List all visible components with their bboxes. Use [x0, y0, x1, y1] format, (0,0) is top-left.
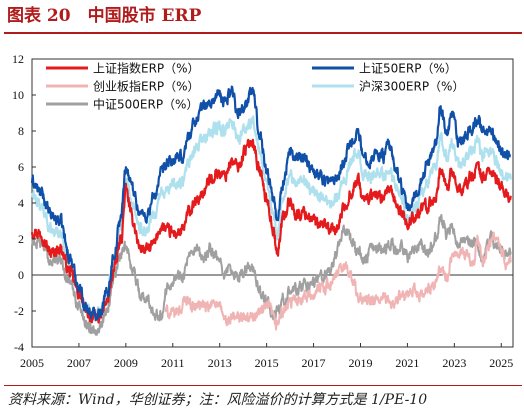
x-tick-label: 2005 [20, 356, 44, 370]
x-tick-label: 2021 [395, 356, 419, 370]
legend-label-5: 中证500ERP（%） [93, 97, 198, 112]
x-tick-label: 2019 [348, 356, 372, 370]
x-tick-label: 2015 [255, 356, 279, 370]
x-tick-label: 2011 [161, 356, 185, 370]
title-rule [4, 32, 522, 34]
series-lines [30, 85, 512, 336]
x-tick-label: 2007 [67, 356, 91, 370]
x-tick-label: 2013 [208, 356, 232, 370]
y-tick-label: 10 [12, 88, 24, 102]
legend-label-2: 上证50ERP（%） [359, 62, 457, 76]
y-tick-label: -2 [14, 304, 24, 318]
legend-label-1: 上证指数ERP（%） [93, 61, 200, 76]
series-line-3 [164, 231, 512, 331]
series-line-2 [30, 85, 512, 322]
y-tick-label: 0 [18, 268, 24, 282]
series-line-1 [30, 138, 512, 324]
legend-label-3: 创业板指ERP（%） [93, 79, 200, 94]
y-tick-label: 12 [12, 52, 24, 66]
erp-line-chart: -4 -2 0 2 4 6 8 10 12 2005 2007 2009 2011 2013 2015 201… [12, 52, 514, 370]
axes: -4 -2 0 2 4 6 8 10 12 2005 2007 2009 2011 2013 2015 201… [12, 52, 513, 370]
x-tick-label: 2017 [302, 356, 326, 370]
source-rule [4, 385, 522, 386]
x-tick-label: 2025 [489, 356, 513, 370]
x-tick-label: 2009 [114, 356, 138, 370]
legend-label-4: 沪深300ERP（%） [359, 80, 464, 94]
y-tick-label: 2 [18, 232, 24, 246]
y-tick-label: 6 [18, 160, 24, 174]
source-note: 资料来源：Wind，华创证券；注：风险溢价的计算方式是 1/PE-10 [8, 392, 428, 408]
y-tick-label: -4 [14, 340, 24, 354]
x-tick-label: 2023 [442, 356, 466, 370]
legend: 上证指数ERP（%） 上证50ERP（%） 创业板指ERP（%） 沪深300ERP（%… [46, 61, 464, 112]
y-tick-label: 8 [18, 124, 24, 138]
y-tick-label: 4 [18, 196, 24, 210]
figure-title: 图表 20 中国股市 ERP [7, 6, 202, 26]
